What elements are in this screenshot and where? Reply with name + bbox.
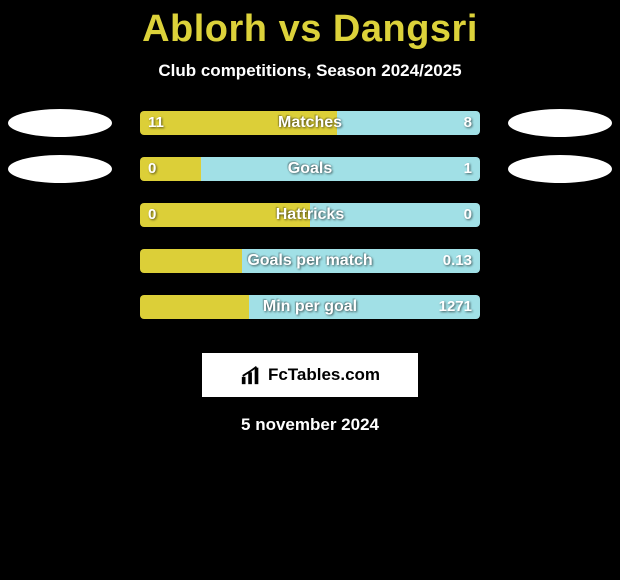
bar-right: [249, 295, 480, 319]
player-marker-left: [8, 155, 112, 183]
player-marker-right: [508, 155, 612, 183]
brand-text: FcTables.com: [268, 365, 380, 385]
bar-right: [310, 203, 480, 227]
comparison-card: Ablorh vs Dangsri Club competitions, Sea…: [0, 8, 620, 435]
bar-left: [140, 203, 310, 227]
bar-track: [140, 157, 480, 181]
bar-right: [201, 157, 480, 181]
player-marker-right: [508, 109, 612, 137]
page-title: Ablorh vs Dangsri: [0, 8, 620, 51]
bars-icon: [240, 364, 262, 386]
bar-left: [140, 157, 201, 181]
bar-right: [337, 111, 480, 135]
player-marker-left: [8, 109, 112, 137]
bar-left: [140, 111, 337, 135]
stat-row: Goals01: [0, 155, 620, 201]
stat-row: Hattricks00: [0, 201, 620, 247]
brand-box[interactable]: FcTables.com: [202, 353, 418, 397]
stat-row: Min per goal1271: [0, 293, 620, 339]
bar-right: [242, 249, 480, 273]
bar-track: [140, 249, 480, 273]
subtitle: Club competitions, Season 2024/2025: [0, 61, 620, 81]
bar-left: [140, 295, 249, 319]
stat-row: Goals per match0.13: [0, 247, 620, 293]
bar-left: [140, 249, 242, 273]
stat-row: Matches118: [0, 109, 620, 155]
bar-track: [140, 203, 480, 227]
date-text: 5 november 2024: [0, 415, 620, 435]
bar-track: [140, 111, 480, 135]
bar-track: [140, 295, 480, 319]
stats-area: Matches118Goals01Hattricks00Goals per ma…: [0, 109, 620, 339]
